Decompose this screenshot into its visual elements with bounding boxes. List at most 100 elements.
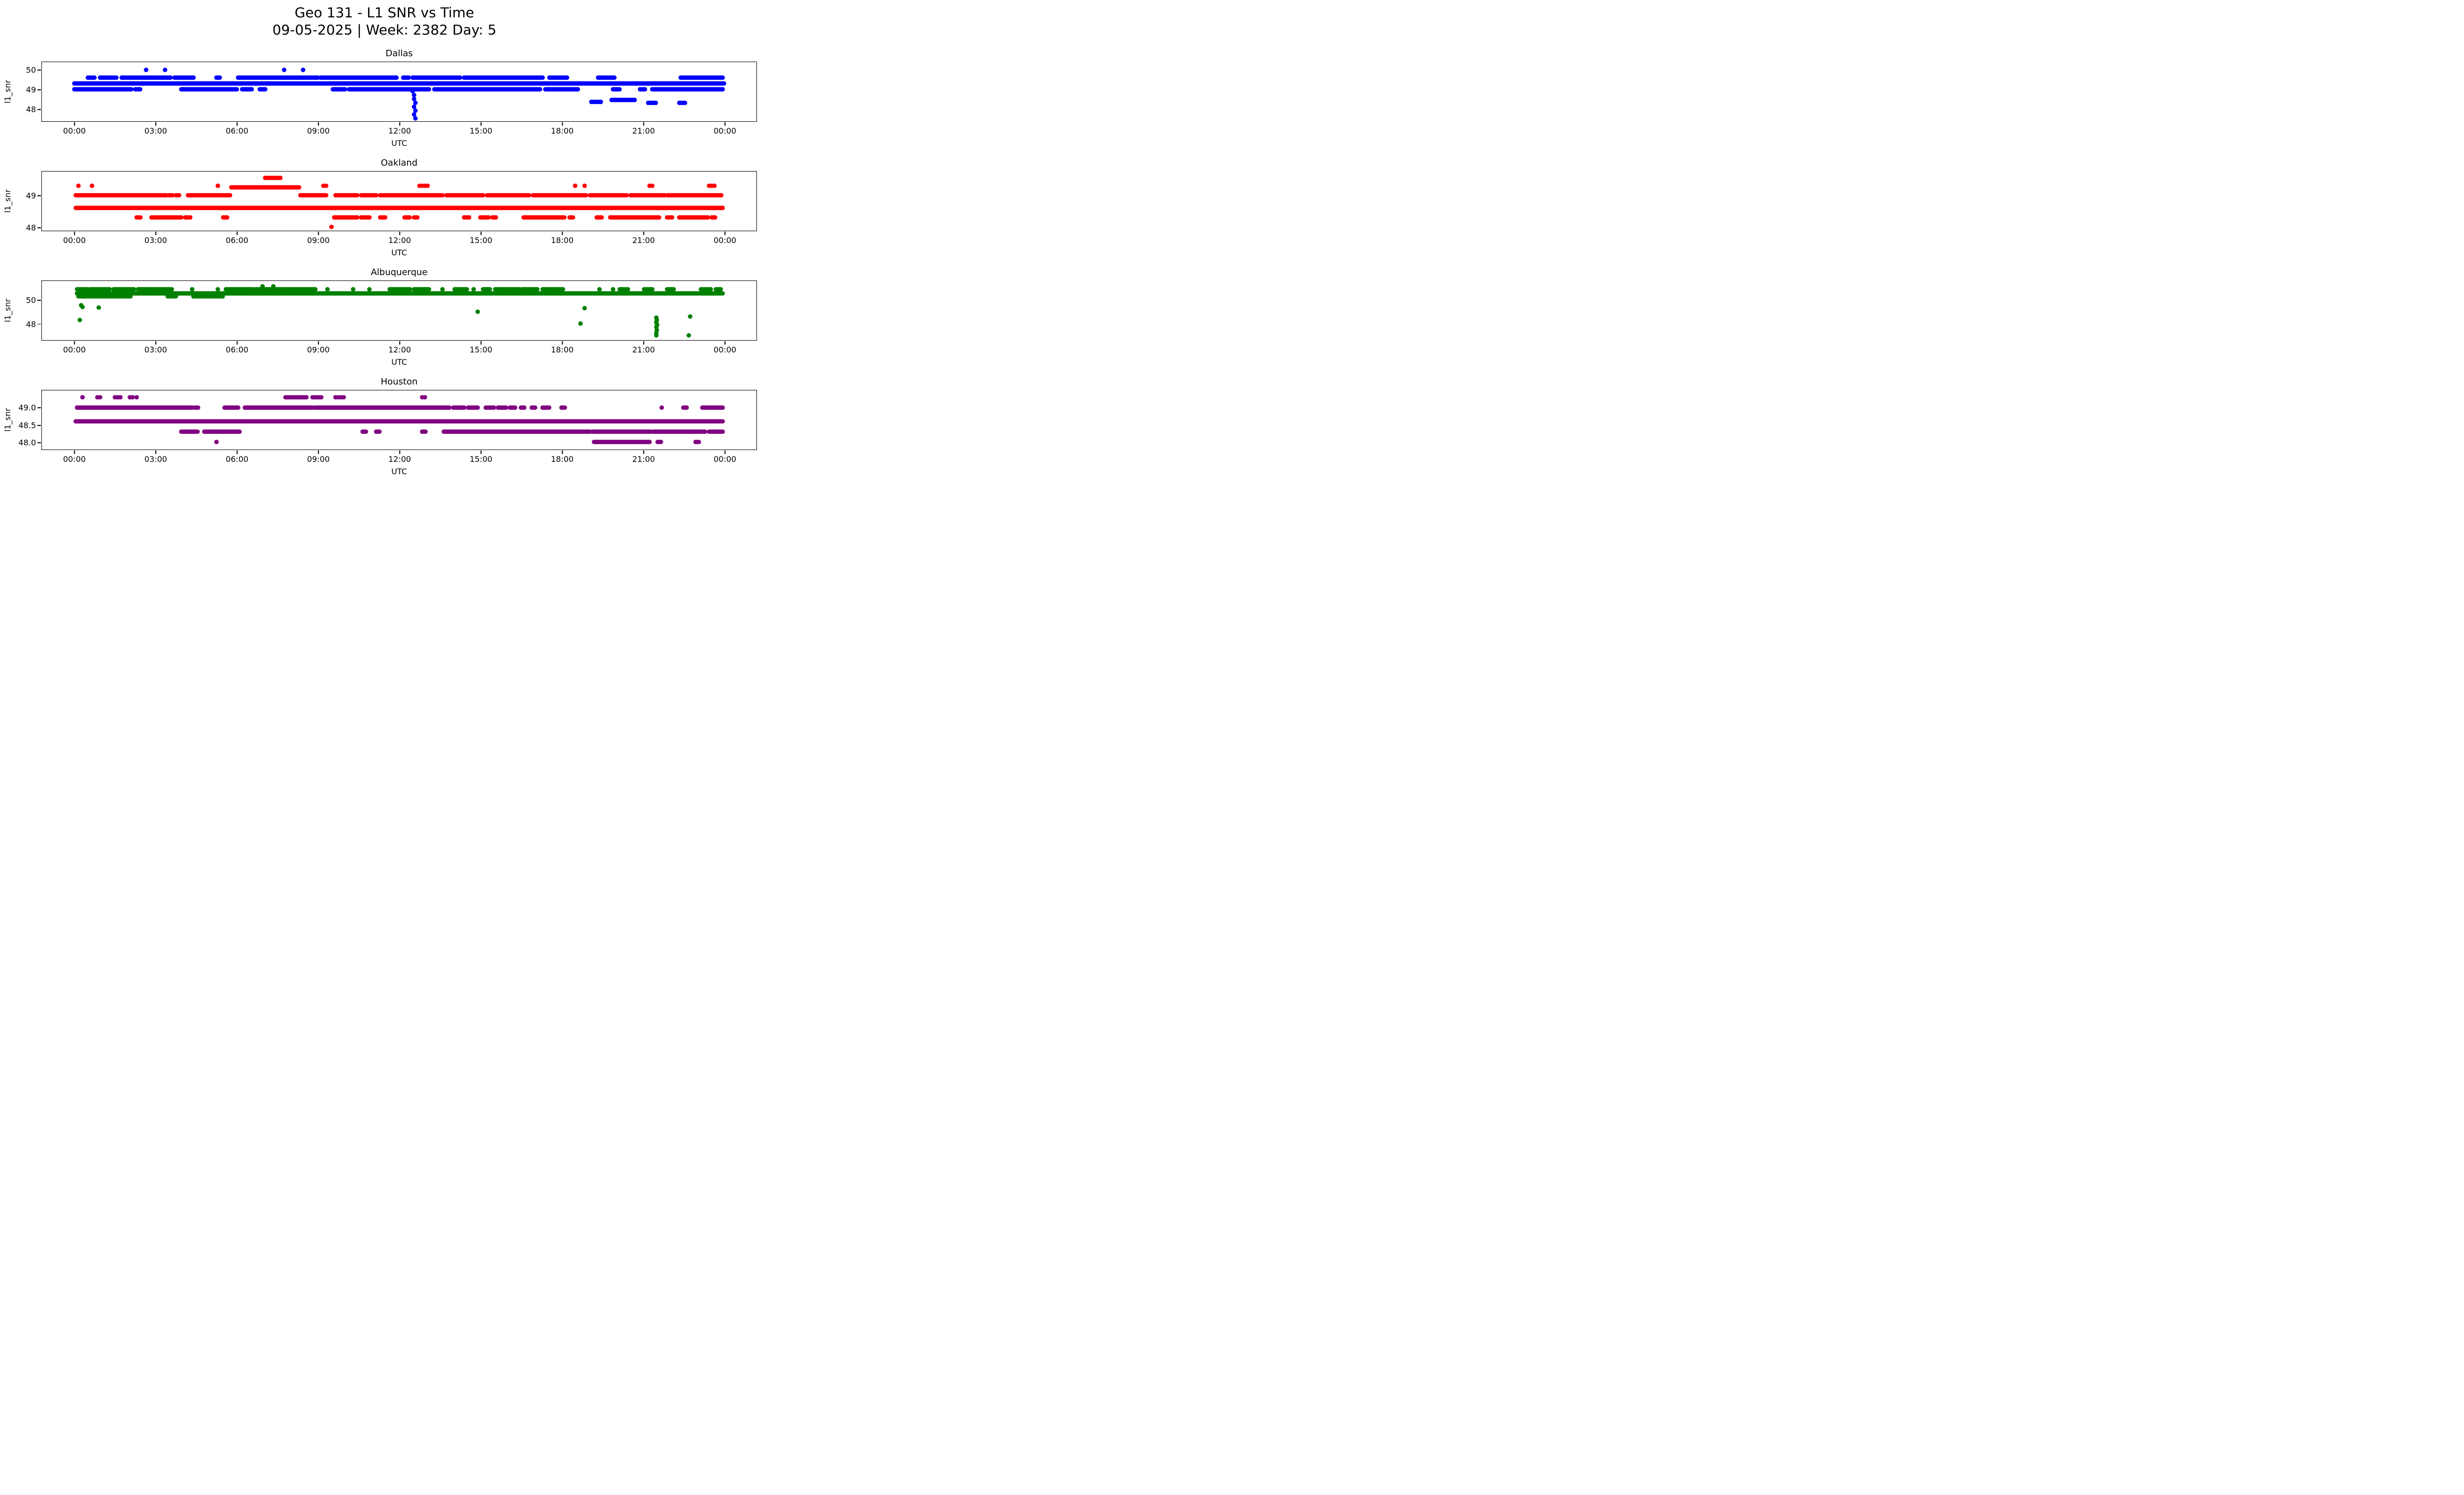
y-tick-mark bbox=[37, 109, 41, 110]
x-tick-label: 03:00 bbox=[144, 236, 168, 245]
x-tick-label: 06:00 bbox=[225, 126, 249, 136]
x-tick-mark bbox=[237, 450, 238, 454]
x-tick-label: 06:00 bbox=[225, 454, 249, 464]
y-axis-label: l1_snr bbox=[3, 408, 12, 432]
x-tick-label: 15:00 bbox=[469, 236, 493, 245]
plot-canvas bbox=[42, 390, 756, 450]
x-tick-label: 00:00 bbox=[713, 345, 737, 354]
x-tick-mark bbox=[74, 341, 75, 345]
y-tick-mark bbox=[37, 300, 41, 301]
y-tick-label: 48.5 bbox=[18, 420, 36, 430]
y-axis-label: l1_snr bbox=[3, 299, 12, 322]
x-tick-label: 21:00 bbox=[632, 126, 655, 136]
x-tick-mark bbox=[237, 341, 238, 345]
x-tick-mark bbox=[155, 231, 156, 235]
x-tick-mark bbox=[237, 231, 238, 235]
y-tick-label: 49 bbox=[26, 191, 36, 201]
subplot-title: Albuquerque bbox=[371, 267, 428, 278]
x-tick-mark bbox=[724, 450, 725, 454]
x-tick-mark bbox=[643, 450, 644, 454]
x-tick-label: 15:00 bbox=[469, 454, 493, 464]
x-axis-label: UTC bbox=[391, 248, 407, 257]
y-tick-mark bbox=[37, 324, 41, 325]
subplot-houston: Houston l1_snr 48.0 48.5 49.0 00:00 03:00 06:00… bbox=[0, 377, 769, 476]
y-axis-label: l1_snr bbox=[3, 80, 12, 104]
y-tick-label: 50 bbox=[26, 65, 36, 75]
x-tick-mark bbox=[318, 450, 319, 454]
x-tick-mark bbox=[480, 122, 481, 126]
x-tick-label: 09:00 bbox=[307, 454, 330, 464]
subplot-albuquerque: Albuquerque l1_snr 48 50 00:00 03:00 06:00 09:0… bbox=[0, 267, 769, 367]
plot-area: 48 49 00:00 03:00 06:00 09:00 12:00 15:00 18:00 2… bbox=[26, 171, 757, 245]
y-tick-label: 49 bbox=[26, 85, 36, 95]
y-tick-mark bbox=[37, 425, 41, 426]
x-axis-label: UTC bbox=[391, 357, 407, 367]
x-tick-label: 18:00 bbox=[550, 454, 574, 464]
x-tick-label: 03:00 bbox=[144, 126, 168, 136]
x-tick-label: 09:00 bbox=[307, 126, 330, 136]
x-tick-mark bbox=[724, 122, 725, 126]
y-tick-mark bbox=[37, 227, 41, 228]
subplot-title: Houston bbox=[380, 377, 418, 387]
plot-area: 48 49 50 00:00 03:00 06:00 09:00 12:00 15:00 18:0… bbox=[26, 62, 757, 136]
x-tick-label: 18:00 bbox=[550, 236, 574, 245]
x-tick-label: 09:00 bbox=[307, 236, 330, 245]
y-tick-mark bbox=[37, 195, 41, 196]
x-tick-mark bbox=[399, 341, 400, 345]
x-tick-mark bbox=[155, 341, 156, 345]
x-tick-label: 06:00 bbox=[225, 345, 249, 354]
x-tick-label: 00:00 bbox=[713, 236, 737, 245]
y-tick-label: 48 bbox=[26, 104, 36, 114]
plot-canvas bbox=[42, 281, 756, 340]
x-tick-label: 18:00 bbox=[550, 345, 574, 354]
subplots: Dallas l1_snr 48 49 50 00:00 03:00 06:00 09:00 12… bbox=[0, 48, 769, 476]
x-tick-label: 12:00 bbox=[388, 454, 411, 464]
x-tick-label: 00:00 bbox=[63, 345, 86, 354]
x-tick-label: 21:00 bbox=[632, 454, 655, 464]
x-tick-label: 12:00 bbox=[388, 236, 411, 245]
x-tick-mark bbox=[724, 341, 725, 345]
y-axis-label: l1_snr bbox=[3, 189, 12, 213]
x-tick-mark bbox=[318, 341, 319, 345]
x-tick-mark bbox=[74, 231, 75, 235]
x-tick-label: 12:00 bbox=[388, 345, 411, 354]
subplot-title: Dallas bbox=[385, 48, 413, 59]
x-tick-mark bbox=[155, 450, 156, 454]
x-tick-label: 09:00 bbox=[307, 345, 330, 354]
x-tick-label: 15:00 bbox=[469, 345, 493, 354]
x-tick-label: 03:00 bbox=[144, 454, 168, 464]
plot-area: 48 50 00:00 03:00 06:00 09:00 12:00 15:00 18:00 2… bbox=[26, 280, 757, 354]
x-tick-mark bbox=[480, 231, 481, 235]
x-tick-label: 03:00 bbox=[144, 345, 168, 354]
x-tick-mark bbox=[643, 231, 644, 235]
x-tick-label: 00:00 bbox=[63, 236, 86, 245]
x-tick-label: 00:00 bbox=[63, 126, 86, 136]
x-tick-mark bbox=[562, 450, 563, 454]
x-tick-mark bbox=[643, 341, 644, 345]
y-tick-mark bbox=[37, 89, 41, 90]
plot-canvas bbox=[42, 62, 756, 121]
x-tick-mark bbox=[643, 122, 644, 126]
x-axis-label: UTC bbox=[391, 139, 407, 148]
y-tick-label: 48.0 bbox=[18, 438, 36, 448]
x-tick-mark bbox=[562, 231, 563, 235]
x-tick-mark bbox=[480, 450, 481, 454]
subplot-title: Oakland bbox=[380, 158, 418, 168]
x-tick-mark bbox=[74, 122, 75, 126]
figure-title: Geo 131 - L1 SNR vs Time bbox=[294, 4, 475, 21]
x-tick-mark bbox=[399, 122, 400, 126]
x-tick-mark bbox=[237, 122, 238, 126]
x-tick-mark bbox=[562, 122, 563, 126]
x-tick-mark bbox=[562, 341, 563, 345]
x-tick-mark bbox=[318, 231, 319, 235]
figure: Geo 131 - L1 SNR vs Time 09-05-2025 | We… bbox=[0, 0, 769, 488]
y-tick-mark bbox=[37, 407, 41, 409]
x-tick-label: 21:00 bbox=[632, 345, 655, 354]
y-tick-label: 50 bbox=[26, 295, 36, 305]
y-tick-label: 48 bbox=[26, 223, 36, 233]
x-tick-mark bbox=[318, 122, 319, 126]
subplot-oakland: Oakland l1_snr 48 49 00:00 03:00 06:00 09:00 12:… bbox=[0, 158, 769, 257]
y-tick-label: 49.0 bbox=[18, 403, 36, 413]
figure-subtitle: 09-05-2025 | Week: 2382 Day: 5 bbox=[272, 22, 497, 38]
x-tick-mark bbox=[399, 450, 400, 454]
